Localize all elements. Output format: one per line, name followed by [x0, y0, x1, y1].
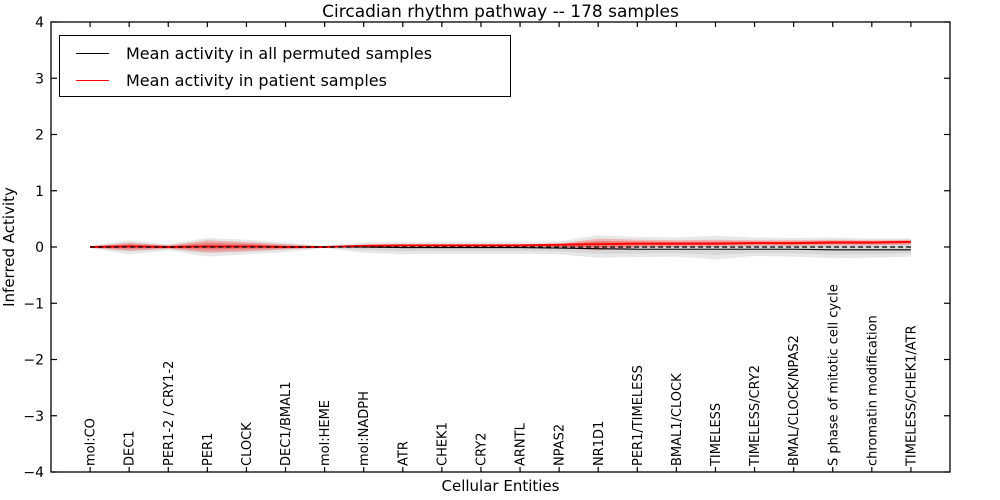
y-tick-label: 3	[35, 71, 44, 87]
y-tick-label: 4	[35, 15, 44, 31]
x-category-label: mol:NADPH	[357, 391, 372, 466]
y-tick-label: 1	[35, 184, 44, 200]
x-category-label: DEC1	[123, 430, 138, 466]
x-category-label: TIMELESS/CRY2	[748, 365, 763, 467]
legend-label-permuted: Mean activity in all permuted samples	[126, 43, 433, 63]
y-tick-label: −1	[23, 296, 44, 312]
x-category-label: PER1-2 / CRY1-2	[162, 361, 177, 466]
x-category-label: BMAL1/CLOCK	[670, 373, 685, 466]
legend-item-patient: Mean activity in patient samples	[60, 66, 387, 94]
y-tick-label: −4	[23, 465, 44, 481]
x-category-label: CLOCK	[240, 422, 255, 466]
x-category-label: PER1	[201, 433, 216, 466]
x-category-label: chromatin modification	[865, 315, 880, 466]
x-category-label: S phase of mitotic cell cycle	[826, 284, 841, 466]
x-category-label: DEC1/BMAL1	[279, 382, 294, 467]
x-category-label: ATR	[396, 441, 411, 466]
x-category-label: TIMELESS/CHEK1/ATR	[904, 325, 919, 467]
x-axis-title: Cellular Entities	[441, 477, 560, 495]
x-category-label: TIMELESS	[709, 403, 724, 467]
permuted-line-sample	[76, 52, 109, 54]
x-category-label: BMAL/CLOCK/NPAS2	[787, 335, 802, 466]
x-category-label: PER1/TIMELESS	[631, 365, 646, 466]
y-tick-label: 2	[35, 128, 44, 144]
y-tick-label: 0	[35, 240, 44, 256]
legend: Mean activity in all permuted samples Me…	[59, 35, 511, 97]
x-category-label: ARNTL	[514, 422, 529, 466]
legend-label-patient: Mean activity in patient samples	[126, 70, 387, 90]
y-tick-label: −2	[23, 353, 44, 369]
y-axis-title: Inferred Activity	[0, 187, 18, 307]
chart-title: Circadian rhythm pathway -- 178 samples	[322, 2, 679, 22]
x-category-label: CRY2	[475, 432, 490, 466]
legend-item-permuted: Mean activity in all permuted samples	[60, 39, 432, 67]
y-tick-label: −3	[23, 409, 44, 425]
x-category-label: mol:HEME	[318, 400, 333, 466]
x-category-label: mol:CO	[84, 418, 99, 466]
patient-line-sample	[76, 79, 109, 81]
x-category-label: CHEK1	[435, 422, 450, 466]
x-category-label: NPAS2	[553, 424, 568, 466]
x-category-label: NR1D1	[592, 421, 607, 466]
